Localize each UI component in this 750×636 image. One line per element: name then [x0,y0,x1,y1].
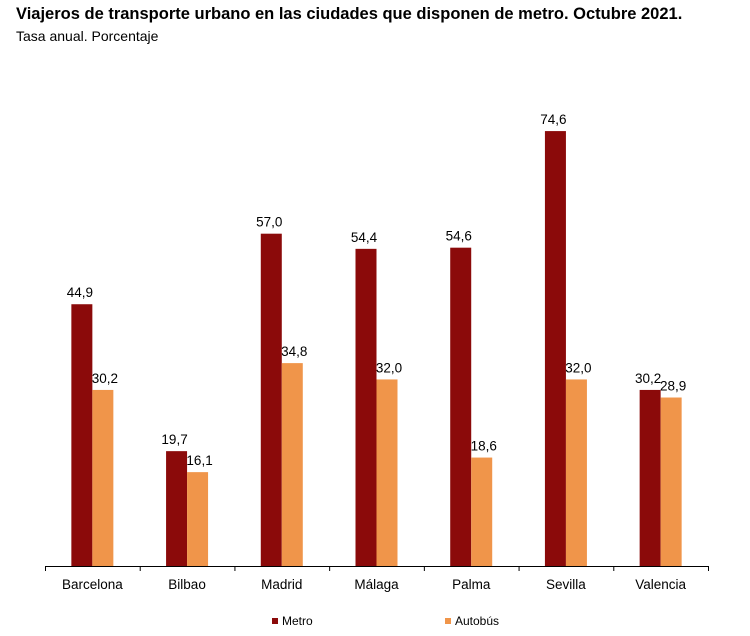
x-tick-label-2: Madrid [261,577,302,592]
bar-metro-6 [639,389,661,566]
legend-swatch-autobus [445,618,451,624]
bar-metro-1 [166,451,188,566]
data-label-autobs-3: 32,0 [376,360,402,375]
bar-metro-4 [450,247,472,566]
x-tick-label-1: Bilbao [168,577,206,592]
x-tick-label-4: Palma [452,577,491,592]
bar-autobs-3 [376,379,398,566]
data-label-autobs-6: 28,9 [660,379,686,394]
data-label-autobs-1: 16,1 [186,453,212,468]
legend-swatch-metro [272,618,278,624]
data-label-autobs-2: 34,8 [281,344,307,359]
x-tick-label-5: Sevilla [546,577,586,592]
chart-subtitle: Tasa anual. Porcentaje [16,28,159,44]
data-label-autobs-4: 18,6 [471,439,497,454]
bar-metro-3 [355,248,377,566]
data-label-metro-0: 44,9 [67,285,93,300]
bar-autobs-6 [660,397,682,566]
bar-autobs-0 [92,389,114,566]
data-label-metro-2: 57,0 [256,215,282,230]
legend-label-metro: Metro [282,614,313,628]
legend-item-metro: Metro [272,614,313,628]
data-label-metro-6: 30,2 [635,371,661,386]
bar-metro-2 [260,233,282,566]
bar-metro-0 [71,304,93,566]
data-label-autobs-5: 32,0 [565,360,591,375]
data-label-metro-5: 74,6 [540,112,566,127]
data-label-metro-1: 19,7 [161,432,187,447]
bar-autobs-2 [281,363,303,566]
data-label-metro-3: 54,4 [351,230,378,245]
chart-title: Viajeros de transporte urbano en las ciu… [16,5,683,23]
legend-label-autobus: Autobús [455,614,500,628]
bar-autobs-4 [471,457,493,566]
bar-autobs-5 [565,379,587,566]
x-tick-label-3: Málaga [354,577,399,592]
x-tick-label-6: Valencia [635,577,686,592]
data-label-metro-4: 54,6 [446,229,472,244]
data-label-autobs-0: 30,2 [92,371,118,386]
bar-metro-5 [544,131,566,566]
x-tick-label-0: Barcelona [62,577,123,592]
bar-autobs-1 [187,472,209,566]
legend-item-autobus: Autobús [445,614,499,628]
